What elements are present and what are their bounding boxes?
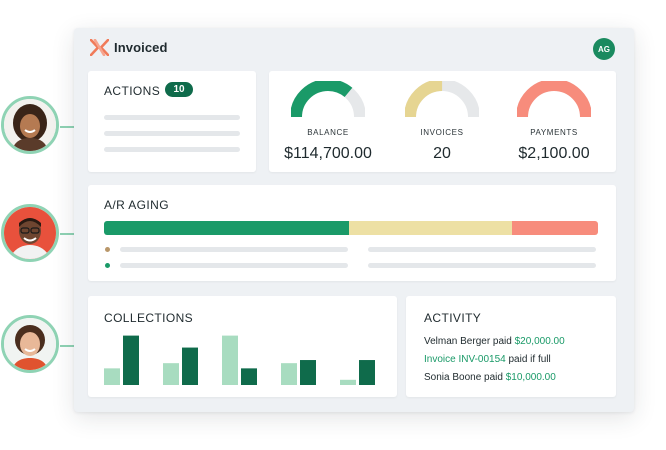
app-logo[interactable]: Invoiced — [90, 39, 168, 56]
metric-payments[interactable]: PAYMENTS $2,100.00 — [499, 71, 609, 172]
balance-gauge — [291, 81, 365, 118]
legend-dot — [105, 247, 110, 252]
woman-portrait-icon — [4, 99, 56, 151]
placeholder-line — [120, 263, 348, 268]
placeholder-line — [104, 131, 240, 136]
activity-item[interactable]: Invoice INV-00154 paid if full — [424, 354, 551, 365]
placeholder-line — [368, 263, 596, 268]
metric-value: 20 — [433, 145, 451, 162]
person-avatar-2 — [1, 204, 59, 262]
dashboard-window: Invoiced AG ACTIONS 10 BALANCE $114,700.… — [74, 28, 634, 412]
activity-card[interactable]: ACTIVITY Velman Berger paid $20,000.00 I… — [406, 296, 616, 397]
person-avatar-1 — [1, 96, 59, 154]
user-avatar[interactable]: AG — [593, 38, 615, 60]
collections-bar-dark — [241, 368, 257, 385]
collections-bar-dark — [182, 347, 198, 385]
aging-segment-overdue — [511, 221, 598, 235]
collections-bar-light — [340, 379, 356, 385]
app-header: Invoiced AG — [74, 28, 634, 68]
metric-invoices[interactable]: INVOICES 20 — [387, 71, 497, 172]
activity-title: ACTIVITY — [424, 311, 482, 325]
metric-value: $2,100.00 — [518, 145, 590, 162]
app-name: Invoiced — [114, 40, 168, 55]
actions-card[interactable]: ACTIONS 10 — [88, 71, 256, 172]
man-portrait-icon — [4, 207, 56, 259]
activity-amount: $10,000.00 — [505, 372, 556, 383]
collections-bar-light — [163, 363, 179, 385]
placeholder-line — [104, 147, 240, 152]
collections-bar-dark — [359, 360, 375, 385]
person-avatar-3 — [1, 315, 59, 373]
metric-label: PAYMENTS — [530, 128, 578, 137]
invoice-link[interactable]: Invoice INV-00154 — [424, 354, 506, 365]
payments-gauge — [517, 81, 591, 118]
placeholder-line — [104, 115, 240, 120]
collections-bar-light — [222, 335, 238, 385]
collections-bar-light — [281, 363, 297, 385]
metric-label: INVOICES — [420, 128, 464, 137]
woman-portrait-icon — [4, 318, 56, 370]
collections-title: COLLECTIONS — [104, 311, 194, 325]
ar-aging-title: A/R AGING — [104, 198, 169, 212]
activity-text: Velman Berger paid — [424, 336, 515, 347]
placeholder-line — [120, 247, 348, 252]
collections-bar-dark — [123, 335, 139, 385]
collections-bar-dark — [300, 360, 316, 385]
metric-label: BALANCE — [307, 128, 349, 137]
legend-dot — [105, 263, 110, 268]
actions-title: ACTIONS — [104, 84, 161, 98]
activity-amount: $20,000.00 — [514, 336, 565, 347]
activity-item[interactable]: Sonia Boone paid $10,000.00 — [424, 372, 556, 383]
invoices-gauge — [405, 81, 479, 118]
metrics-card: BALANCE $114,700.00 INVOICES 20 PAYMENTS… — [269, 71, 616, 172]
collections-card[interactable]: COLLECTIONS — [88, 296, 397, 397]
activity-item[interactable]: Velman Berger paid $20,000.00 — [424, 336, 565, 347]
metric-value: $114,700.00 — [284, 145, 372, 162]
activity-text: paid if full — [505, 354, 551, 365]
metric-balance[interactable]: BALANCE $114,700.00 — [273, 71, 383, 172]
aging-segment-mid — [348, 221, 512, 235]
invoiced-logo-icon — [90, 39, 109, 56]
actions-count-badge: 10 — [165, 82, 193, 97]
ar-aging-card[interactable]: A/R AGING — [88, 185, 616, 281]
collections-bar-chart — [104, 335, 375, 385]
activity-text: Sonia Boone paid — [424, 372, 506, 383]
ar-aging-bar — [104, 221, 598, 235]
placeholder-line — [368, 247, 596, 252]
collections-bar-light — [104, 368, 120, 385]
aging-segment-current — [104, 221, 349, 235]
